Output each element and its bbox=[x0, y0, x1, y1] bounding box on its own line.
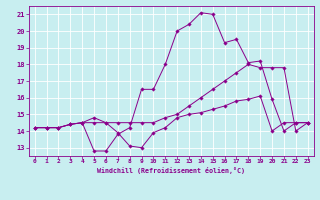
X-axis label: Windchill (Refroidissement éolien,°C): Windchill (Refroidissement éolien,°C) bbox=[97, 167, 245, 174]
